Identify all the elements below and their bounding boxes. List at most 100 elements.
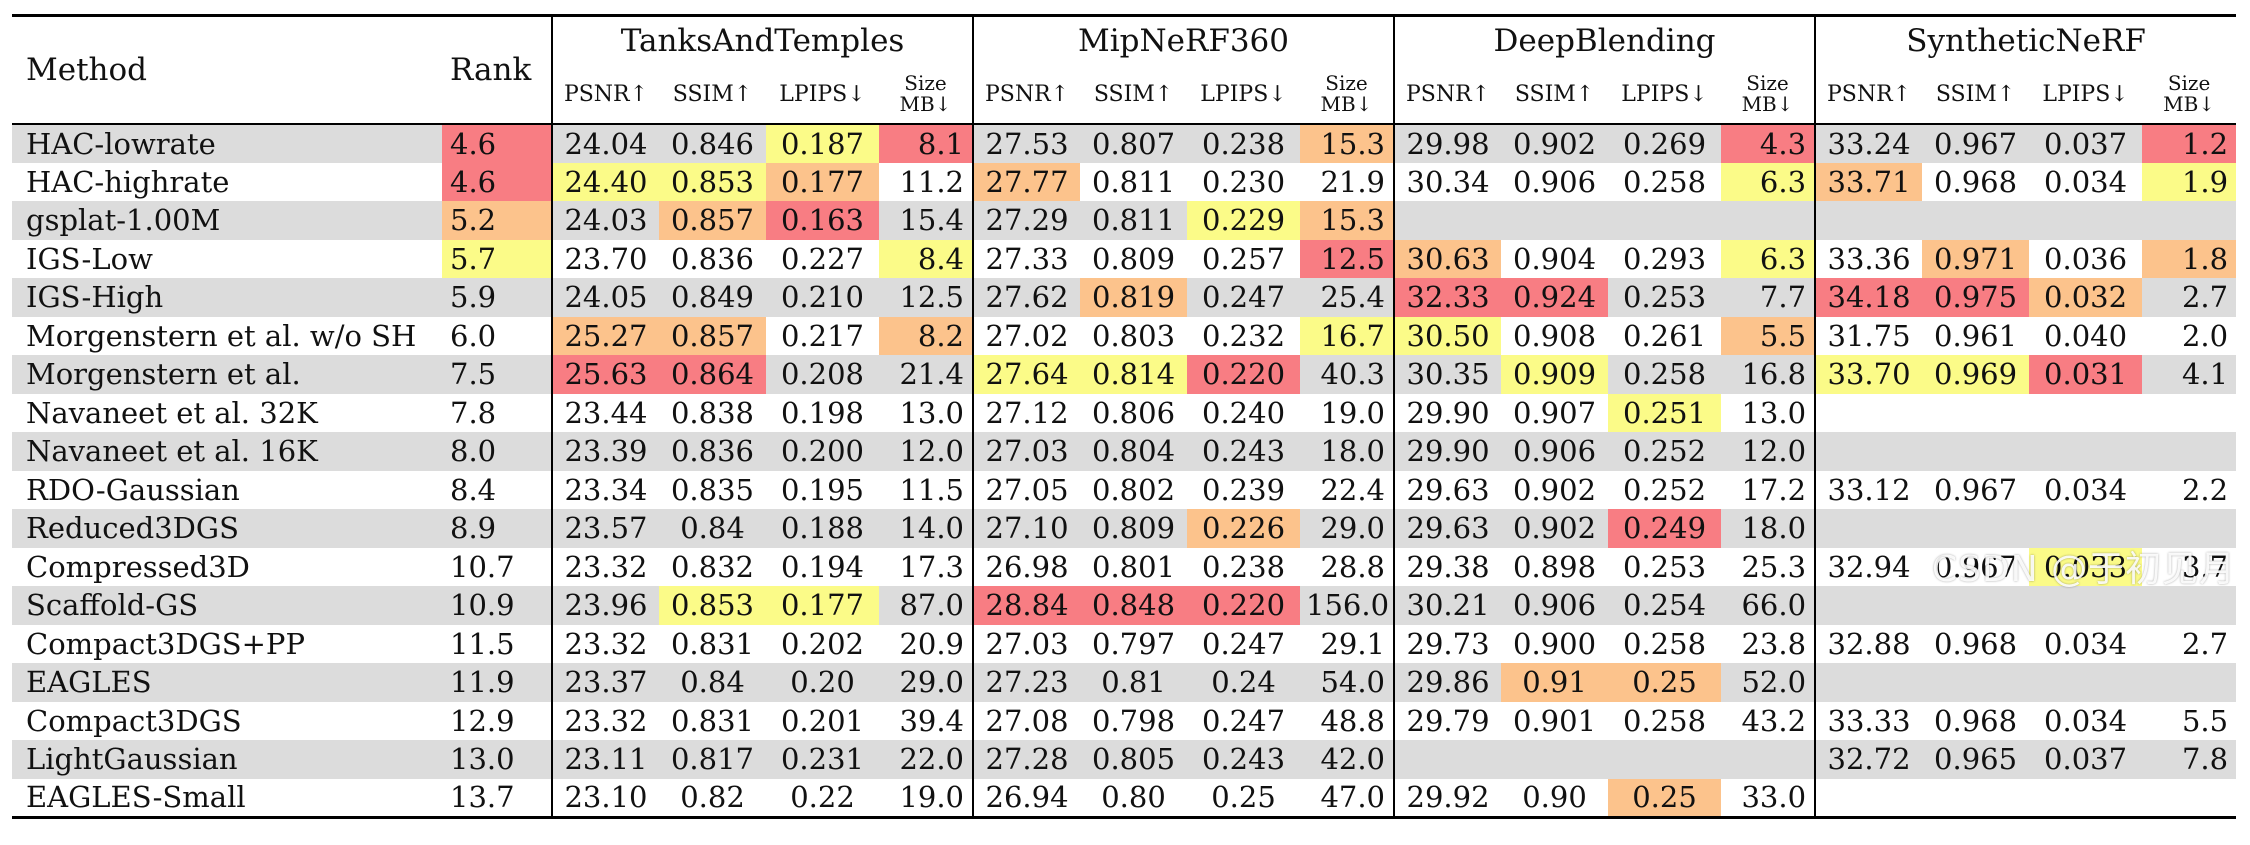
lpips-cell: 0.257: [1202, 241, 1286, 276]
psnr-cell: 27.23: [973, 663, 1081, 702]
psnr-cell: [1815, 663, 1923, 702]
table-row: Navaneet et al. 32K 7.8 23.44 0.838 0.198 13.…: [12, 393, 2236, 433]
metric-header-psnr: PSNR↑: [1405, 81, 1491, 107]
lpips-cell: 0.188: [766, 509, 879, 548]
size-header-bottom: MB↓: [1741, 92, 1794, 116]
table-row: EAGLES-Small 13.7 23.10 0.82 0.22 19.0 26.94 0.…: [12, 778, 2237, 818]
psnr-cell: 23.32: [564, 703, 648, 738]
results-table-container: Method Rank TanksAndTemples MipNeRF360 D…: [12, 14, 2237, 819]
psnr-cell: 30.21: [1394, 586, 1502, 625]
table-row: gsplat-1.00M 5.2 24.03 0.857 0.163 15.4 27.29 0…: [12, 201, 2237, 240]
lpips-cell: 0.034: [2044, 626, 2128, 661]
lpips-cell: 0.202: [780, 626, 865, 661]
ssim-cell: 0.853: [659, 162, 766, 201]
lpips-cell: 0.177: [766, 586, 879, 625]
table-row: Reduced3DGS 8.9 23.57 0.84 0.188 14.0 27.10 0.8…: [12, 509, 2237, 548]
method-cell: Navaneet et al. 16K: [12, 432, 442, 471]
size-cell: 13.0: [1721, 393, 1817, 432]
rank-cell: 11.9: [442, 663, 553, 702]
rank-cell: 12.9: [442, 701, 553, 740]
size-cell: [2142, 394, 2236, 433]
psnr-cell: 32.94: [1827, 549, 1911, 584]
header-row-groups: Method Rank TanksAndTemples MipNeRF360 D…: [12, 15, 2237, 124]
size-cell: 12.5: [879, 278, 975, 317]
ssim-cell: 0.902: [1513, 472, 1597, 507]
ssim-cell: 0.84: [659, 663, 766, 702]
ssim-cell: [1501, 201, 1609, 240]
group-header-deepblending: DeepBlending: [1394, 15, 1817, 65]
method-cell: HAC-lowrate: [12, 124, 442, 163]
psnr-cell: 32.88: [1827, 626, 1911, 661]
lpips-cell: 0.031: [2029, 355, 2143, 394]
ssim-cell: 0.975: [1922, 278, 2030, 317]
group-header-tanks-and-temples: TanksAndTemples: [552, 15, 975, 65]
size-cell: 15.3: [1300, 124, 1396, 163]
results-table-body: HAC-lowrate 4.6 24.04 0.846 0.187 8.1 27.53 0.8…: [12, 124, 2237, 818]
table-row: EAGLES 11.9 23.37 0.84 0.20 29.0 27.23 0.81 0.24…: [12, 663, 2237, 702]
lpips-cell: 0.253: [1608, 278, 1722, 317]
method-cell: IGS-Low: [26, 241, 153, 276]
ssim-cell: 0.817: [659, 740, 766, 779]
ssim-cell: 0.90: [1522, 780, 1587, 814]
metric-header-size: Size MB↓: [2142, 65, 2236, 124]
ssim-cell: [1922, 201, 2030, 240]
lpips-cell: 0.243: [1187, 432, 1301, 471]
psnr-cell: 30.35: [1394, 355, 1502, 394]
metric-header-ssim: SSIM↑: [1935, 81, 2016, 107]
size-cell: 2.0: [2181, 318, 2229, 353]
lpips-cell: 0.226: [1187, 509, 1301, 548]
size-cell: 29.1: [1300, 624, 1396, 663]
method-cell: RDO-Gaussian: [26, 472, 240, 507]
lpips-cell: 0.25: [1211, 780, 1276, 814]
lpips-cell: 0.036: [2044, 241, 2128, 276]
table-row: HAC-lowrate 4.6 24.04 0.846 0.187 8.1 27.53 0.8…: [12, 124, 2237, 163]
psnr-cell: 27.64: [973, 355, 1081, 394]
ssim-cell: 0.814: [1080, 355, 1188, 394]
metric-header-lpips: LPIPS↓: [1621, 81, 1708, 107]
rank-cell: 8.0: [442, 432, 553, 471]
ssim-cell: 0.849: [659, 278, 766, 317]
psnr-cell: 27.33: [985, 241, 1069, 276]
size-cell: 15.3: [1300, 201, 1396, 240]
size-cell: [2142, 509, 2237, 548]
size-cell: 3.7: [2181, 549, 2229, 584]
size-cell: 21.4: [879, 355, 975, 394]
size-cell: 47.0: [1300, 778, 1396, 817]
ssim-cell: [1922, 779, 2029, 818]
lpips-cell: 0.220: [1187, 355, 1301, 394]
size-cell: 43.2: [1721, 701, 1817, 740]
ssim-cell: 0.809: [1092, 241, 1176, 276]
lpips-cell: 0.247: [1187, 278, 1301, 317]
psnr-cell: [1815, 586, 1923, 625]
lpips-cell: 0.243: [1187, 740, 1301, 779]
rank-cell: 5.9: [442, 278, 553, 317]
size-cell: 22.4: [1300, 470, 1396, 509]
size-cell: 28.8: [1300, 547, 1396, 586]
ssim-cell: 0.971: [1922, 239, 2030, 278]
size-cell: 29.0: [879, 663, 975, 702]
psnr-cell: 26.98: [985, 549, 1069, 584]
ssim-cell: [1922, 663, 2030, 702]
ssim-cell: [1922, 509, 2030, 548]
psnr-cell: 23.37: [552, 663, 659, 702]
method-cell: Morgenstern et al.: [12, 355, 442, 394]
lpips-cell: 0.258: [1623, 626, 1707, 661]
lpips-cell: 0.253: [1623, 549, 1707, 584]
size-cell: 22.0: [879, 740, 975, 779]
psnr-cell: 24.03: [552, 201, 659, 240]
lpips-cell: 0.238: [1187, 124, 1301, 163]
size-cell: 20.9: [879, 624, 975, 663]
size-cell: 54.0: [1300, 663, 1396, 702]
psnr-cell: 27.12: [985, 395, 1069, 430]
lpips-cell: 0.231: [766, 740, 879, 779]
psnr-cell: 33.33: [1827, 703, 1911, 738]
psnr-cell: 27.53: [973, 124, 1081, 163]
rank-cell: 4.6: [442, 162, 553, 201]
ssim-cell: 0.968: [1934, 626, 2018, 661]
metric-header-psnr: PSNR↑: [984, 81, 1070, 107]
size-header-top: Size: [1325, 71, 1368, 95]
size-cell: 8.1: [879, 124, 975, 163]
size-cell: 1.2: [2142, 124, 2237, 163]
psnr-cell: 27.62: [973, 278, 1081, 317]
ssim-cell: 0.836: [659, 432, 766, 471]
